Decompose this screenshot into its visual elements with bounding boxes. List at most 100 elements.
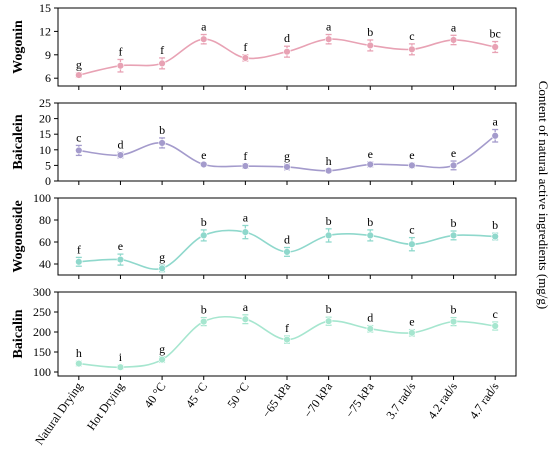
data-point [367,42,374,49]
significance-letter: d [367,311,373,325]
panel-y-axis-title: Baicalin [11,309,26,358]
y-tick-label: 20 [39,112,51,126]
data-point [159,60,166,67]
panel-y-axis-title: Baicalein [11,114,26,169]
data-point [450,318,457,325]
data-point [117,62,124,69]
data-point [492,132,499,139]
data-point [492,323,499,330]
y-tick-label: 300 [33,285,51,299]
significance-letter: g [159,342,165,356]
y-tick-label: 15 [39,127,51,141]
data-point [492,44,499,51]
x-tick-label: −75 kPa [342,379,377,420]
y-tick-label: 100 [33,365,51,379]
y-tick-label: 9 [45,48,51,62]
significance-letter: d [284,31,290,45]
significance-letter: h [76,346,82,360]
data-point [200,318,207,325]
significance-letter: c [76,130,81,144]
significance-letter: f [285,321,289,335]
significance-letter: b [326,302,332,316]
data-point [200,161,207,168]
data-point [367,325,374,332]
significance-letter: b [451,303,457,317]
data-point [409,241,416,248]
panel-y-axis-title: Wogonoside [11,200,26,272]
data-point [450,37,457,44]
significance-letter: c [493,307,498,321]
y-tick-label: 15 [39,1,51,15]
data-point [450,162,457,169]
data-point [200,232,207,239]
data-point [242,55,249,62]
significance-letter: b [367,215,373,229]
significance-letter: f [77,242,81,256]
data-point [325,232,332,239]
data-point [159,140,166,147]
y-tick-label: 6 [45,71,51,85]
significance-letter: e [409,148,414,162]
significance-letter: b [326,214,332,228]
y-tick-label: 60 [39,235,51,249]
y-tick-label: 200 [33,325,51,339]
right-axis-title: Content of natural active ingredients (m… [536,81,550,310]
significance-letter: a [451,20,457,34]
data-point [159,356,166,363]
significance-letter: g [159,250,165,264]
significance-letter: f [118,44,122,58]
y-tick-label: 80 [39,213,51,227]
y-tick-label: 100 [33,191,51,205]
x-tick-label: 40 °C [141,380,168,411]
significance-letter: b [367,25,373,39]
significance-letter: h [326,154,332,168]
x-tick-label: Hot Drying [84,380,127,433]
data-point [117,256,124,263]
significance-letter: c [409,29,414,43]
data-point [325,36,332,43]
significance-letter: d [284,233,290,247]
data-point [242,316,249,323]
x-tick-label: 4.2 rad/s [425,379,460,421]
y-tick-label: 40 [39,257,51,271]
significance-letter: a [326,20,332,34]
significance-letter: f [243,149,247,163]
data-point [409,329,416,336]
significance-letter: b [451,216,457,230]
significance-letter: b [201,303,207,317]
significance-letter: g [284,149,290,163]
data-point [75,258,82,265]
significance-letter: e [118,239,123,253]
data-point [409,162,416,169]
data-point [367,161,374,168]
data-point [117,152,124,159]
significance-letter: i [119,350,123,364]
significance-letter: a [201,20,207,34]
y-tick-label: 150 [33,345,51,359]
panel-y-axis-title: Wogonin [11,20,26,74]
significance-letter: b [159,123,165,137]
data-point [450,232,457,239]
x-tick-label: 45 °C [183,380,210,411]
significance-letter: bc [490,27,501,41]
significance-letter: e [368,147,373,161]
x-tick-label: −70 kPa [301,379,336,420]
x-tick-label: 4.7 rad/s [466,379,501,421]
significance-letter: b [492,218,498,232]
significance-letter: e [451,146,456,160]
data-point [325,167,332,174]
x-tick-label: 3.7 rad/s [383,379,418,421]
data-point [159,265,166,272]
y-tick-label: 5 [45,158,51,172]
data-point [200,36,207,43]
data-point [325,318,332,325]
y-tick-label: 250 [33,305,51,319]
data-point [367,232,374,239]
data-point [409,46,416,53]
significance-letter: e [409,315,414,329]
data-point [284,48,291,55]
significance-letter: a [493,115,499,129]
data-point [75,147,82,154]
significance-letter: g [76,58,82,72]
